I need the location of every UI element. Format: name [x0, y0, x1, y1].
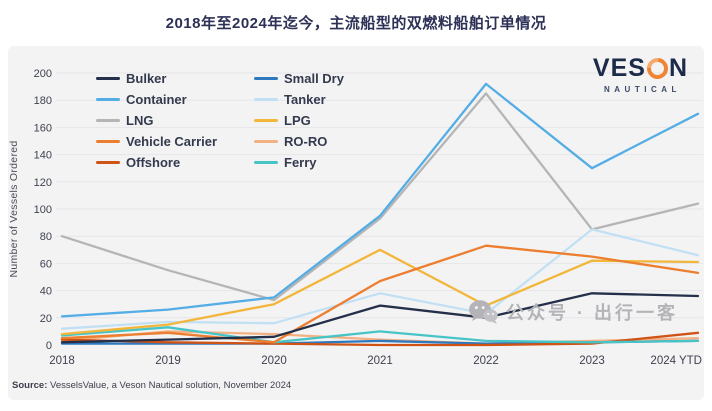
y-tick-200: 200	[34, 68, 52, 80]
x-tick-2023: 2023	[579, 355, 605, 367]
legend-item-tanker: Tanker	[254, 92, 344, 107]
x-tick-2020: 2020	[261, 355, 287, 367]
legend-swatch	[254, 77, 278, 80]
legend-swatch	[96, 140, 120, 143]
y-tick-100: 100	[34, 204, 52, 216]
legend-swatch	[254, 140, 278, 143]
y-tick-0: 0	[46, 340, 52, 352]
legend-label: Offshore	[126, 155, 181, 170]
series-line-vehicle-carrier	[60, 244, 700, 344]
series-line-bulker	[60, 292, 700, 344]
y-tick-160: 160	[34, 122, 52, 134]
y-tick-180: 180	[34, 95, 52, 107]
chart-panel: 0 20 40 60 80 100 120 140 160 180 200 2018 2019 2020 2…	[8, 46, 704, 400]
legend-label: LNG	[126, 113, 154, 128]
source-label: Source:	[12, 380, 48, 391]
legend-item-bulker: Bulker	[96, 71, 254, 86]
legend-label: Tanker	[284, 92, 326, 107]
y-tick-40: 40	[40, 286, 52, 298]
x-tick-2021: 2021	[367, 355, 393, 367]
legend-item-ferry: Ferry	[254, 155, 344, 170]
source-note: Source: VesselsValue, a Veson Nautical s…	[12, 380, 291, 391]
logo-text-post: N	[668, 54, 688, 82]
x-tick-2024-YTD: 2024 YTD	[650, 355, 702, 367]
legend-swatch	[96, 98, 120, 101]
legend-label: RO-RO	[284, 134, 328, 149]
legend-label: Vehicle Carrier	[126, 134, 218, 149]
y-tick-60: 60	[40, 258, 52, 270]
x-tick-2018: 2018	[49, 355, 75, 367]
legend-label: Container	[126, 92, 187, 107]
line-chart: 0 20 40 60 80 100 120 140 160 180 200 2018 2019 2020 2…	[8, 68, 703, 367]
series-line-lpg	[60, 248, 700, 336]
legend-item-vehicle-carrier: Vehicle Carrier	[96, 134, 254, 149]
legend-swatch	[254, 119, 278, 122]
legend-item-container: Container	[96, 92, 254, 107]
x-tick-2019: 2019	[155, 355, 181, 367]
y-tick-140: 140	[34, 150, 52, 162]
source-text: VesselsValue, a Veson Nautical solution,…	[47, 380, 292, 391]
chart-legend: Bulker Small Dry Container Tanker LNG LPG Vehi…	[96, 71, 344, 170]
y-tick-120: 120	[34, 177, 52, 189]
legend-swatch	[96, 119, 120, 122]
series-line-tanker	[60, 228, 700, 330]
veson-nautical-logo: VES N NAUTICAL	[592, 53, 688, 94]
logo-subtitle: NAUTICAL	[604, 85, 681, 94]
y-axis-title: Number of Vessels Ordered	[8, 140, 20, 277]
legend-swatch	[96, 77, 120, 80]
legend-item-lpg: LPG	[254, 113, 344, 128]
series-line-ro-ro	[60, 330, 700, 345]
legend-label: Ferry	[284, 155, 317, 170]
series-line-offshore	[60, 331, 700, 347]
legend-item-small-dry: Small Dry	[254, 71, 344, 86]
legend-label: Small Dry	[284, 71, 344, 86]
series-line-ferry	[60, 326, 700, 344]
legend-item-offshore: Offshore	[96, 155, 254, 170]
y-tick-80: 80	[40, 231, 52, 243]
legend-swatch	[96, 161, 120, 164]
legend-swatch	[254, 98, 278, 101]
legend-item-lng: LNG	[96, 113, 254, 128]
legend-swatch	[254, 161, 278, 164]
logo-text-pre: VES	[592, 54, 646, 82]
legend-label: LPG	[284, 113, 311, 128]
logo-o-swirl-icon	[642, 53, 673, 84]
legend-item-ro-ro: RO-RO	[254, 134, 344, 149]
x-tick-2022: 2022	[473, 355, 499, 367]
logo-wordmark: VES N	[592, 53, 688, 84]
page-title: 2018年至2024年迄今，主流船型的双燃料船舶订单情况	[165, 15, 547, 32]
y-tick-20: 20	[40, 313, 52, 325]
series-line-container	[60, 82, 700, 318]
legend-label: Bulker	[126, 71, 167, 86]
